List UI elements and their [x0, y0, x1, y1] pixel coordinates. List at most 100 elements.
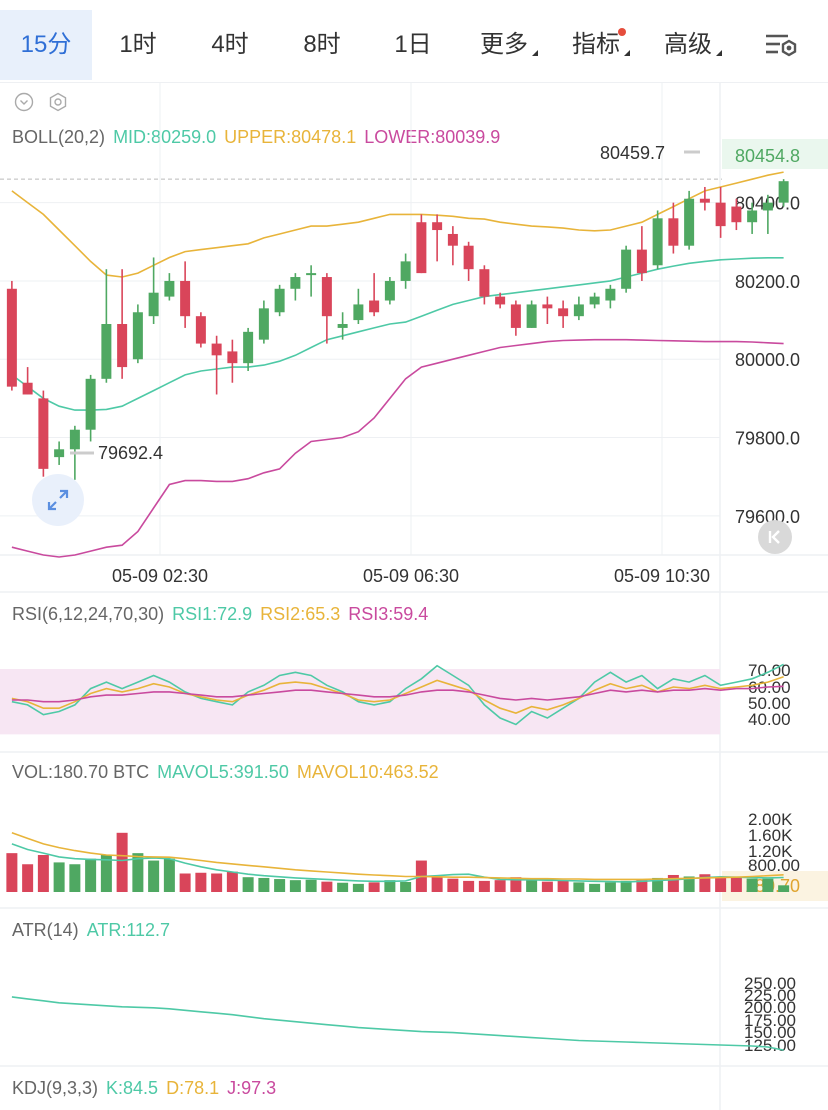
last-price-highlight [722, 139, 828, 169]
volume-axis-tick: 1.60K [748, 826, 793, 845]
mavol5-value: MAVOL5:391.50 [157, 762, 289, 782]
boll-upper-value: UPPER:80478.1 [224, 127, 357, 147]
kdj-k-value: K:84.5 [106, 1078, 159, 1098]
dropdown-caret-icon [532, 50, 538, 56]
candle-body [558, 308, 569, 317]
kdj-j-value: J:97.3 [227, 1078, 277, 1098]
interval-tab-bar: 15分 1时 4时 8时 1日 更多 指标 高级 [0, 0, 828, 83]
candle-body [101, 324, 112, 379]
tab-label: 1日 [394, 31, 432, 58]
expand-chart-button[interactable] [32, 474, 84, 526]
candle-body [416, 222, 427, 274]
tab-label: 4时 [211, 31, 249, 58]
candle-body [164, 280, 175, 297]
volume-bar [526, 880, 538, 892]
tab-5[interactable]: 1日 [368, 10, 458, 80]
candle-body [463, 245, 474, 270]
list-settings-icon[interactable] [764, 30, 798, 60]
candle-body [211, 343, 222, 356]
candle-body [668, 218, 679, 246]
volume-axis-tick: 2.00K [748, 810, 793, 829]
candle-body [447, 233, 458, 246]
atr-axis-tick: 150.00 [744, 1023, 796, 1042]
tab-label: 更多 [480, 31, 528, 58]
rsi-axis-tick: 50.00 [748, 694, 791, 713]
candle-body [573, 304, 584, 317]
candle-body [495, 296, 506, 305]
candle-body [132, 312, 143, 360]
tab-1[interactable]: 15分 [0, 10, 92, 80]
tab-6[interactable]: 更多 [458, 10, 550, 80]
candle-body [432, 222, 443, 231]
candle-body [542, 304, 553, 309]
volume-bar [305, 879, 317, 892]
volume-bar [620, 880, 632, 892]
candle-body [85, 378, 96, 430]
dropdown-caret-icon [624, 50, 630, 56]
atr-axis-tick: 250.00 [744, 974, 796, 993]
candle-body [747, 210, 758, 223]
tab-2[interactable]: 1时 [92, 10, 184, 80]
tab-3[interactable]: 4时 [184, 10, 276, 80]
chart-canvas[interactable]: 80400.080200.080000.079800.079600.005-09… [0, 82, 828, 1110]
candle-body [684, 198, 695, 246]
candle-body [180, 280, 191, 317]
vol-name: VOL:180.70 BTC [12, 762, 150, 782]
candle-body [510, 304, 521, 328]
rsi-legend: RSI(6,12,24,70,30) RSI1:72.9 RSI2:65.3 RSI3… [12, 604, 436, 625]
candle-body [400, 261, 411, 281]
candle-body [54, 449, 65, 458]
volume-bar [148, 860, 160, 892]
volume-bar [37, 855, 49, 892]
tab-label: 8时 [303, 31, 341, 58]
candle-body [38, 398, 49, 469]
volume-bar [557, 880, 569, 892]
boll-lower-value: LOWER:80039.9 [364, 127, 501, 147]
candle-body [148, 292, 159, 317]
price-axis-tick: 80000.0 [735, 350, 800, 370]
volume-bar [132, 853, 144, 892]
volume-bar [321, 881, 333, 892]
volume-bar [431, 877, 443, 892]
atr-axis-tick: 200.00 [744, 998, 796, 1017]
volume-bar [746, 878, 758, 892]
volume-bar [163, 858, 175, 892]
price-axis-tick: 79800.0 [735, 429, 800, 449]
candle-body [636, 249, 647, 274]
kdj-name: KDJ(9,3,3) [12, 1078, 99, 1098]
mavol-line-2 [11, 832, 784, 881]
volume-bar [337, 882, 349, 892]
volume-bar [179, 873, 191, 892]
candle-body [258, 308, 269, 340]
candle-body [699, 198, 710, 203]
volume-bar [589, 883, 601, 892]
volume-bar [778, 885, 790, 892]
volume-bar [715, 877, 727, 892]
chevron-down-circle-icon[interactable] [14, 92, 34, 112]
candle-body [369, 300, 380, 313]
mavol10-value: MAVOL10:463.52 [296, 762, 439, 782]
volume-bar [352, 883, 364, 892]
tab-4[interactable]: 8时 [276, 10, 368, 80]
notification-dot-icon [618, 28, 626, 36]
scroll-to-latest-button[interactable] [758, 520, 792, 554]
vol-legend: VOL:180.70 BTC MAVOL5:391.50 MAVOL10:463.5… [12, 762, 447, 783]
candle-body [731, 206, 742, 223]
volume-bar [478, 880, 490, 892]
volume-bar [195, 872, 207, 892]
tab-8[interactable]: 高级 [642, 10, 734, 80]
atr-line [11, 996, 784, 1051]
candle-body [337, 324, 348, 328]
volume-bar [667, 874, 679, 892]
settings-hexagon-icon[interactable] [48, 92, 68, 112]
volume-bar [53, 862, 65, 892]
candle-body [479, 269, 490, 297]
tab-7[interactable]: 指标 [550, 10, 642, 80]
candle-body [243, 331, 254, 364]
volume-bar [289, 880, 301, 892]
candle-body [117, 324, 128, 368]
candle-body [526, 304, 537, 328]
candle-body [762, 202, 773, 211]
volume-bar [494, 880, 506, 892]
volume-bar [463, 880, 475, 892]
